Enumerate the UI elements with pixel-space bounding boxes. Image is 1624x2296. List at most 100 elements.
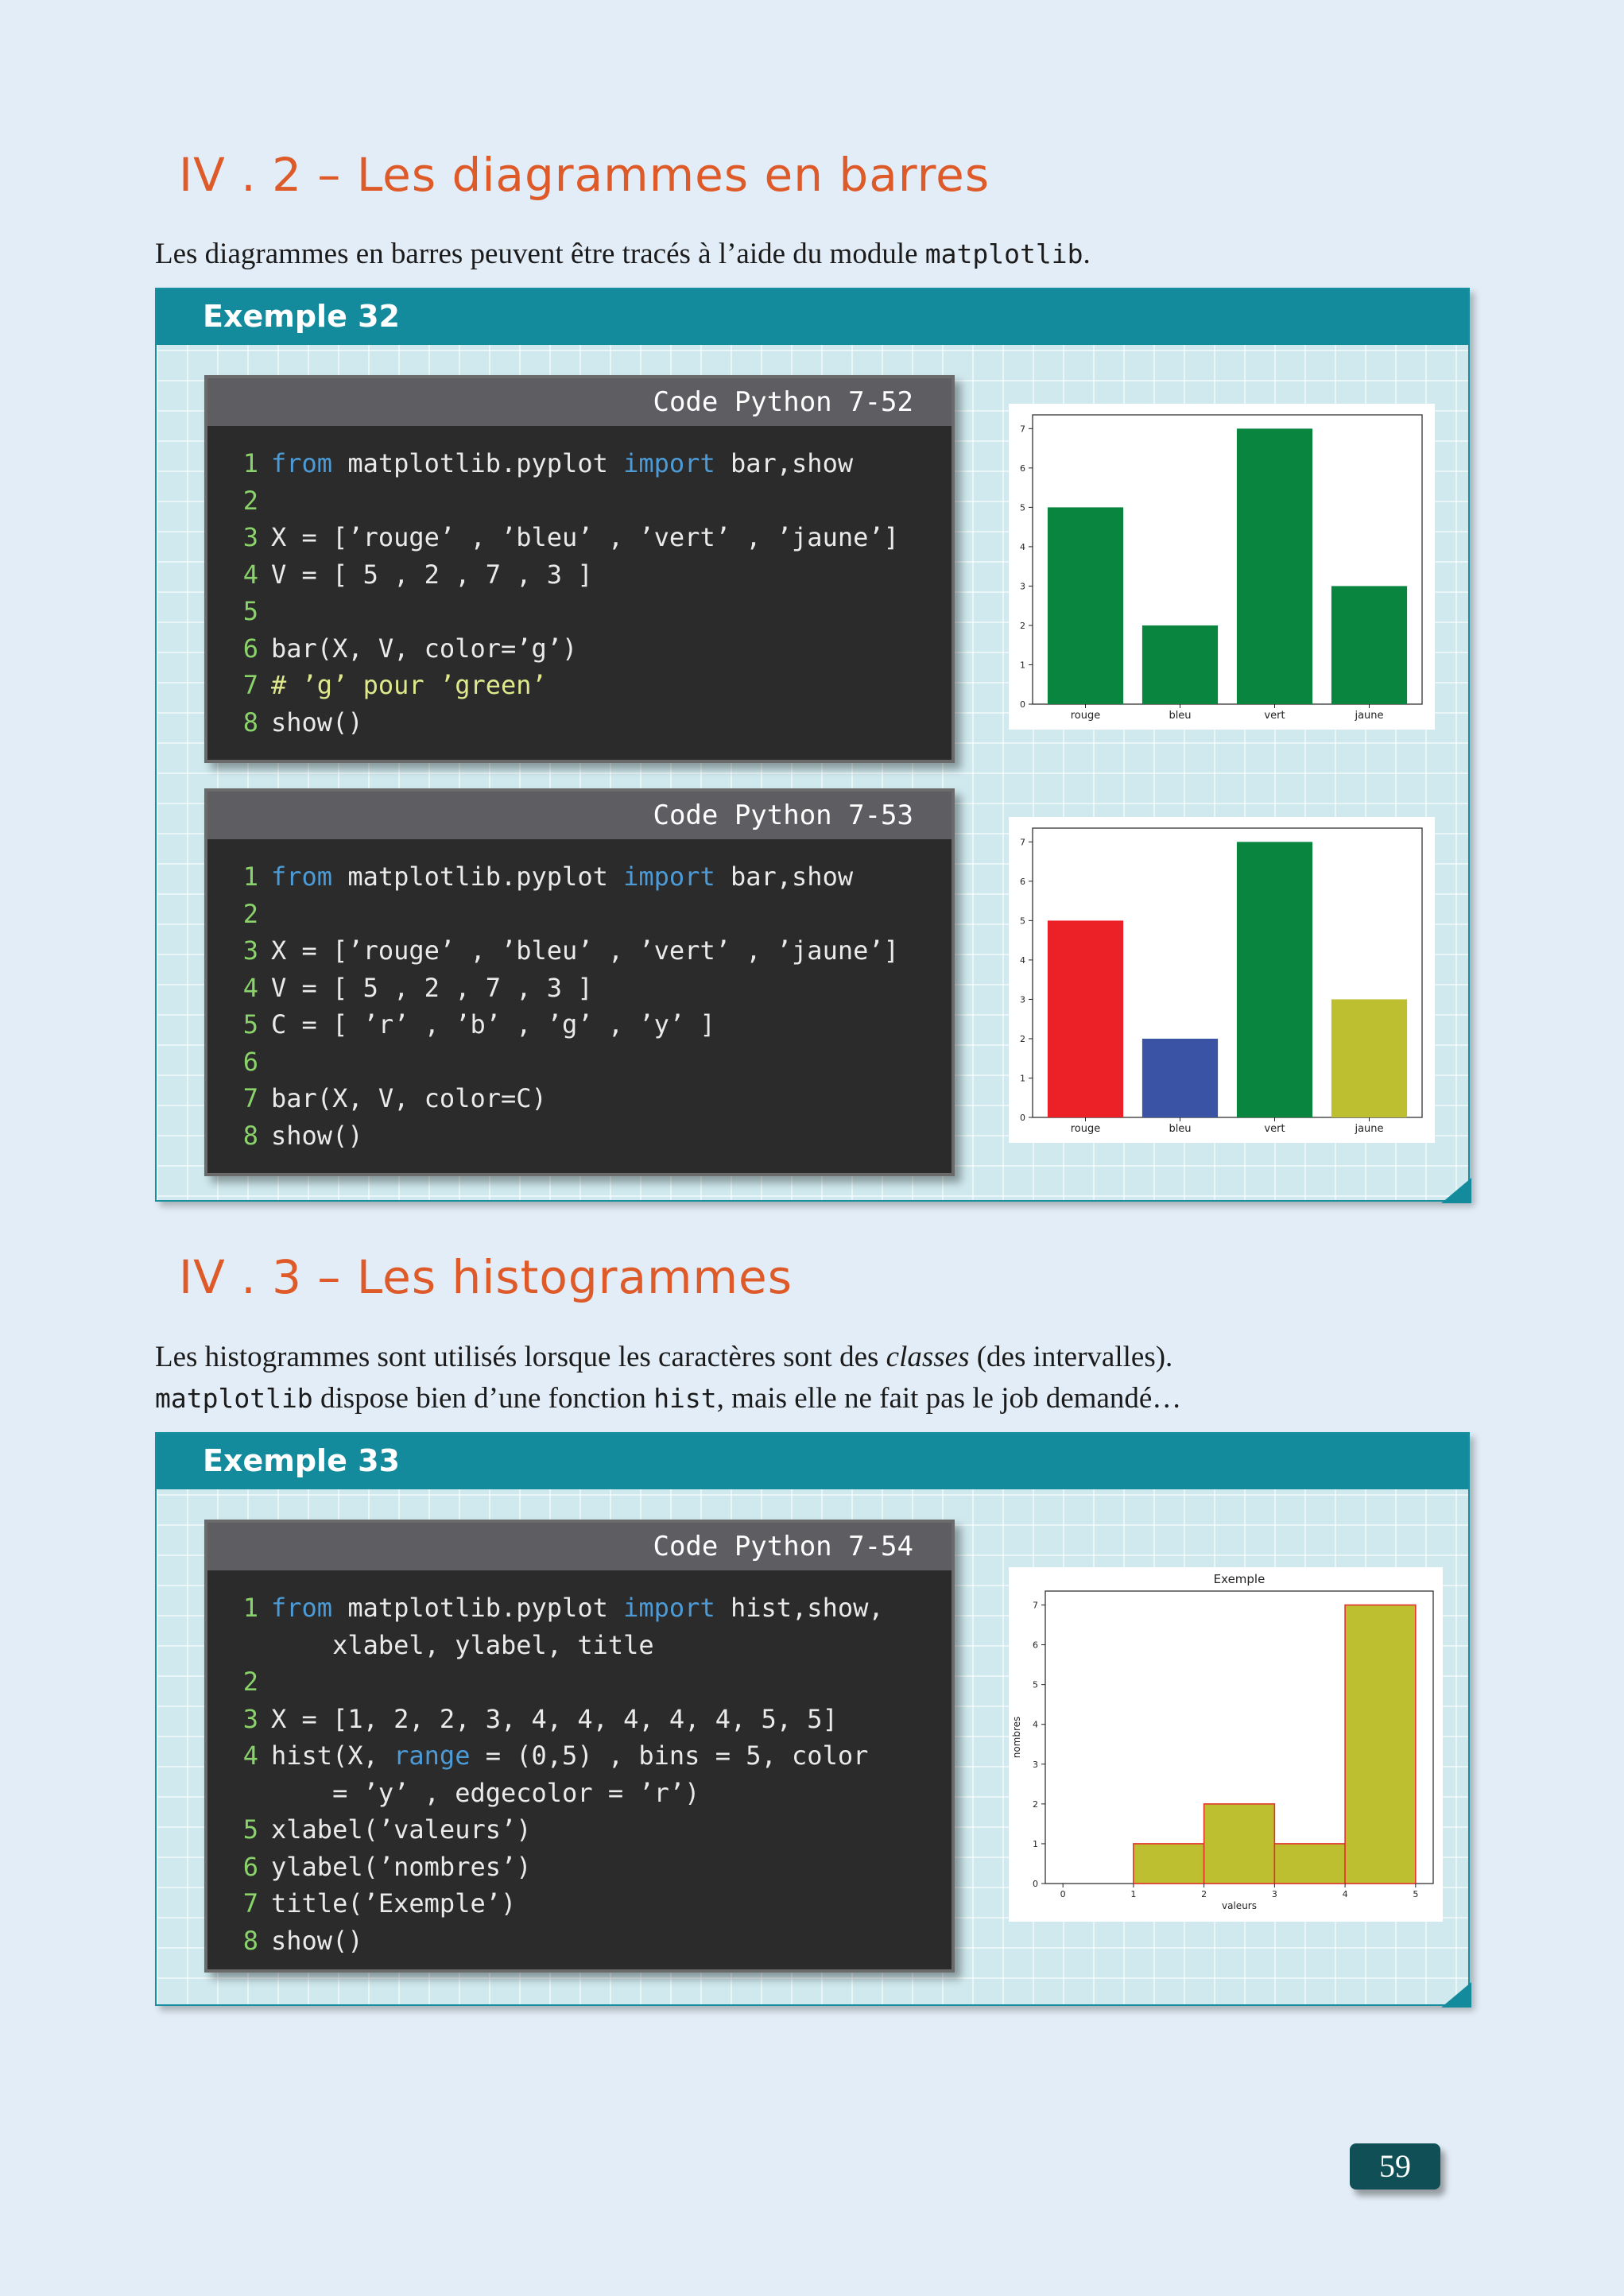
- code-text: from matplotlib.pyplot import hist,show,: [265, 1589, 884, 1627]
- code-line: 2: [207, 896, 952, 933]
- line-number: 6: [242, 1046, 258, 1077]
- code-keyword: from: [271, 861, 333, 892]
- intro-line-2: matplotlib dispose bien d’une fonction h…: [155, 1378, 1181, 1419]
- code-line: 6 ylabel(’nombres’): [207, 1849, 952, 1886]
- x-tick-label: bleu: [1169, 1123, 1191, 1135]
- code-line: 6: [207, 1043, 952, 1081]
- y-tick-label: 3: [1033, 1760, 1038, 1770]
- code-token: X = [1, 2, 2, 3, 4, 4, 4, 4, 4, 5, 5]: [271, 1703, 838, 1734]
- code-text: [265, 896, 271, 933]
- inline-code: hist: [653, 1383, 717, 1414]
- x-axis-label: valeurs: [1222, 1900, 1257, 1911]
- code-token: V = [ 5 , 2 , 7 , 3 ]: [271, 559, 593, 590]
- chart-title: Exemple: [1214, 1572, 1265, 1586]
- code-line: 3 X = [1, 2, 2, 3, 4, 4, 4, 4, 4, 5, 5]: [207, 1701, 952, 1738]
- code-line: xlabel, ylabel, title: [207, 1627, 952, 1664]
- bar-bleu: [1141, 1038, 1219, 1117]
- code-text: title(’Exemple’): [265, 1885, 516, 1922]
- example-title: Exemple 33: [203, 1443, 400, 1478]
- histogram-bar: [1344, 1604, 1417, 1884]
- code-text: from matplotlib.pyplot import bar,show: [265, 858, 853, 896]
- bar-bleu: [1141, 625, 1219, 704]
- code-token: X = [’rouge’ , ’bleu’ , ’vert’ , ’jaune’…: [271, 522, 899, 552]
- code-text: xlabel, ylabel, title: [265, 1627, 654, 1664]
- code-line: 6 bar(X, V, color=’g’): [207, 630, 952, 668]
- line-number: 2: [242, 898, 258, 929]
- y-tick-label: 6: [1020, 877, 1025, 887]
- histogram-chart: Exemple 0 1 2 3 4 5 6 7 0 1 2 3 4 5 valeurs nombres: [1009, 1567, 1443, 1922]
- text: (des intervalles).: [969, 1341, 1173, 1373]
- code-token: V = [ 5 , 2 , 7 , 3 ]: [271, 972, 593, 1003]
- bar-chart-colored: 0 1 2 3 4 5 6 7 rouge bleu vert jaune: [1009, 817, 1435, 1143]
- line-number: 8: [242, 707, 258, 738]
- y-tick-label: 1: [1020, 660, 1025, 670]
- line-number: 3: [242, 935, 258, 966]
- code-text: xlabel(’valeurs’): [265, 1811, 532, 1849]
- code-line: 4 V = [ 5 , 2 , 7 , 3 ]: [207, 556, 952, 594]
- code-text: [265, 593, 271, 630]
- code-token: matplotlib.pyplot: [332, 861, 624, 892]
- code-text: [265, 1043, 271, 1081]
- code-token: show(): [271, 1925, 363, 1956]
- example-title: Exemple 32: [203, 299, 400, 334]
- code-line: = ’y’ , edgecolor = ’r’): [207, 1775, 952, 1812]
- code-text: show(): [265, 1117, 363, 1155]
- line-number: 5: [242, 1814, 258, 1845]
- code-token: bar(X, V, color=C): [271, 1083, 547, 1113]
- line-number: 5: [242, 1009, 258, 1040]
- y-tick-label: 2: [1020, 621, 1025, 631]
- y-tick-label: 6: [1020, 463, 1025, 474]
- y-tick-label: 0: [1020, 699, 1025, 710]
- intro-line-1: Les histogrammes sont utilisés lorsque l…: [155, 1337, 1181, 1378]
- bar-jaune: [1331, 586, 1408, 704]
- code-block-7-54: Code Python 7-54 1 from matplotlib.pyplot…: [204, 1520, 955, 1973]
- line-number: 6: [242, 1851, 258, 1882]
- intro-paragraph-bar-charts: Les diagrammes en barres peuvent être tr…: [155, 234, 1091, 275]
- y-axis-label: nombres: [1011, 1717, 1022, 1759]
- code-header: Code Python 7-52: [207, 378, 952, 426]
- y-tick-label: 7: [1033, 1601, 1038, 1611]
- line-number: [207, 1775, 265, 1812]
- line-number: 2: [242, 485, 258, 516]
- inline-code: matplotlib: [155, 1383, 313, 1414]
- code-header: Code Python 7-54: [207, 1523, 952, 1570]
- bar-vert: [1236, 428, 1313, 704]
- code-line: 3 X = [’rouge’ , ’bleu’ , ’vert’ , ’jaune…: [207, 519, 952, 556]
- code-line: 5: [207, 593, 952, 630]
- x-tick-label: 3: [1272, 1889, 1277, 1899]
- code-text: # ’g’ pour ’green’: [265, 667, 547, 704]
- code-text: [265, 482, 271, 520]
- code-token: = ’y’ , edgecolor = ’r’): [271, 1777, 700, 1808]
- code-token: hist,show,: [715, 1593, 884, 1623]
- line-number: 7: [242, 1888, 258, 1918]
- code-lines: 1 from matplotlib.pyplot import bar,show 2…: [207, 426, 952, 755]
- x-tick-label: 2: [1201, 1889, 1207, 1899]
- code-header: Code Python 7-53: [207, 792, 952, 839]
- line-number: 1: [242, 1593, 258, 1623]
- line-number: 8: [242, 1120, 258, 1151]
- code-line: 4 hist(X, range = (0,5) , bins = 5, color: [207, 1737, 952, 1775]
- y-tick-label: 0: [1033, 1879, 1038, 1889]
- code-token: matplotlib.pyplot: [332, 448, 624, 478]
- histogram-bar: [1133, 1843, 1205, 1884]
- x-tick-label: vert: [1264, 710, 1285, 722]
- line-number: 3: [242, 522, 258, 552]
- code-line: 2: [207, 1663, 952, 1701]
- code-text: = ’y’ , edgecolor = ’r’): [265, 1775, 700, 1812]
- code-line: 1 from matplotlib.pyplot import hist,show…: [207, 1589, 952, 1627]
- code-line: 7 # ’g’ pour ’green’: [207, 667, 952, 704]
- y-tick-label: 5: [1033, 1680, 1038, 1690]
- code-text: hist(X, range = (0,5) , bins = 5, color: [265, 1737, 868, 1775]
- code-line: 1 from matplotlib.pyplot import bar,show: [207, 858, 952, 896]
- bar-vert: [1236, 842, 1313, 1117]
- code-line: 2: [207, 482, 952, 520]
- text: , mais elle ne fait pas le job demandé…: [716, 1382, 1182, 1415]
- y-tick-label: 4: [1033, 1720, 1038, 1730]
- intro-text: Les diagrammes en barres peuvent être tr…: [155, 238, 925, 270]
- intro-text-end: .: [1083, 238, 1091, 270]
- y-tick-label: 6: [1033, 1640, 1038, 1651]
- code-token: bar(X, V, color=’g’): [271, 633, 578, 664]
- code-text: [265, 1663, 271, 1701]
- x-tick-label: 4: [1343, 1889, 1348, 1899]
- code-token: xlabel, ylabel, title: [271, 1629, 654, 1660]
